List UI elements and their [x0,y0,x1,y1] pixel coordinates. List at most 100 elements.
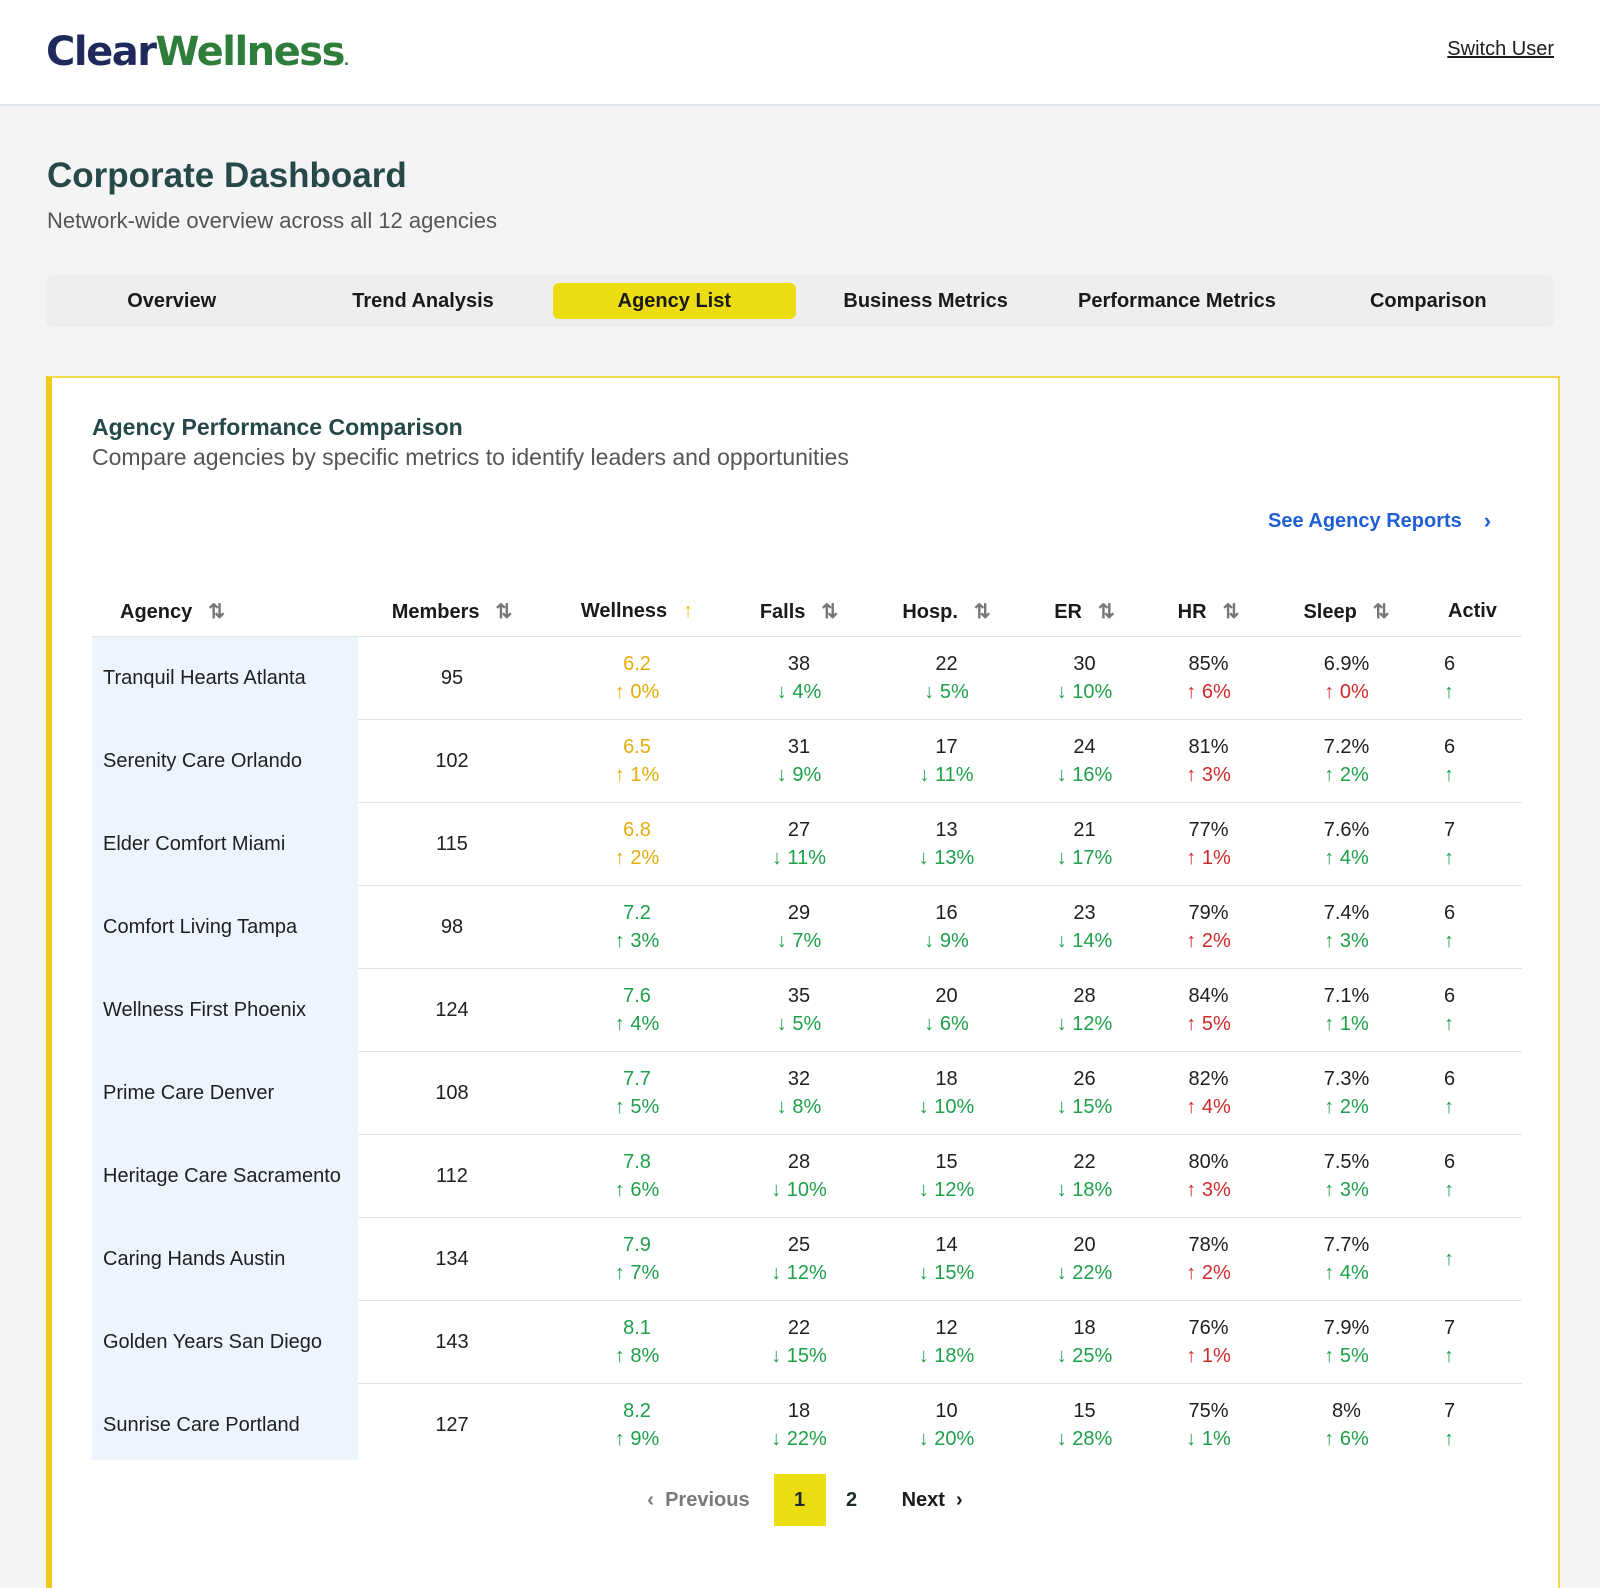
members-cell: 112 [358,1134,546,1218]
column-header-hr[interactable]: HR ⇅ [1146,586,1271,637]
wellness-cell: 6.2 ↑ 0% [546,636,728,720]
table-row[interactable]: Caring Hands Austin 134 7.9 ↑ 7% 25 ↓ 12% 14 ↓ … [92,1217,1522,1301]
logo-wellness: Wellness [155,29,345,75]
hr-change: ↑ 5% [1186,1013,1231,1035]
table-row[interactable]: Tranquil Hearts Atlanta 95 6.2 ↑ 0% 38 ↓ 4% 22… [92,636,1522,720]
activ-cell: 6 ↑ [1422,885,1522,969]
members-cell: 95 [358,636,546,720]
wellness-value: 6.2 [623,653,651,675]
agency-name-cell: Serenity Care Orlando [92,719,358,803]
column-header-agency[interactable]: Agency ⇅ [92,586,358,637]
tab-business-metrics[interactable]: Business Metrics [843,289,1008,312]
see-agency-reports-link[interactable]: See Agency Reports › [1268,508,1491,534]
activ-change: ↑ [1444,1345,1454,1367]
er-value: 30 [1073,653,1096,675]
column-header-hosp[interactable]: Hosp. ⇅ [870,586,1023,637]
wellness-value: 7.8 [623,1151,651,1173]
column-header-falls[interactable]: Falls ⇅ [728,586,870,637]
tab-performance-metrics[interactable]: Performance Metrics [1078,289,1276,312]
members-cell: 134 [358,1217,546,1301]
column-label: ER [1054,600,1083,623]
sort-icon: ⇅ [1098,600,1115,623]
page-subtitle: Network-wide overview across all 12 agen… [47,208,497,233]
column-header-members[interactable]: Members ⇅ [358,586,546,637]
hr-value: 77% [1188,819,1229,841]
activ-value: 6 [1444,653,1456,675]
falls-value: 18 [787,1400,811,1422]
wellness-change: ↑ 3% [614,930,660,952]
hr-cell: 75% ↓ 1% [1146,1383,1271,1460]
sleep-value: 7.1% [1323,985,1370,1007]
hr-value: 82% [1188,1068,1229,1090]
activ-cell: 7 ↑ [1422,1300,1522,1384]
sleep-value: 7.4% [1323,902,1370,924]
wellness-cell: 7.9 ↑ 7% [546,1217,728,1301]
sleep-cell: 7.6% ↑ 4% [1271,802,1422,886]
table-row[interactable]: Sunrise Care Portland 127 8.2 ↑ 9% 18 ↓ 22% 10… [92,1383,1522,1460]
table-row[interactable]: Wellness First Phoenix 124 7.6 ↑ 4% 35 ↓ 5% 20… [92,968,1522,1052]
falls-change: ↓ 15% [771,1345,827,1367]
hosp-cell: 14 ↓ 15% [870,1217,1023,1301]
wellness-change: ↑ 9% [614,1428,660,1450]
previous-page-button[interactable]: ‹ Previous [647,1489,749,1512]
wellness-cell: 6.8 ↑ 2% [546,802,728,886]
er-change: ↓ 10% [1056,681,1113,703]
table-row[interactable]: Prime Care Denver 108 7.7 ↑ 5% 32 ↓ 8% 18 ↓ 10%… [92,1051,1522,1135]
tab-agency-list[interactable]: Agency List [552,283,796,319]
switch-user-link[interactable]: Switch User [1447,38,1554,60]
activ-value: 7 [1444,1400,1456,1422]
hr-change: ↑ 4% [1186,1096,1231,1118]
activ-cell: 6 ↑ [1422,1134,1522,1218]
er-value: 21 [1073,819,1096,841]
falls-cell: 38 ↓ 4% [728,636,870,720]
table-row[interactable]: Comfort Living Tampa 98 7.2 ↑ 3% 29 ↓ 7% 16 ↓ 9… [92,885,1522,969]
column-header-er[interactable]: ER ⇅ [1023,586,1146,637]
table-row[interactable]: Golden Years San Diego 143 8.1 ↑ 8% 22 ↓ 15% 1… [92,1300,1522,1384]
wellness-cell: 8.1 ↑ 8% [546,1300,728,1384]
hr-value: 75% [1188,1400,1229,1422]
hosp-value: 22 [935,653,958,675]
column-header-wellness[interactable]: Wellness ↑ [546,586,728,637]
hosp-change: ↓ 10% [918,1096,975,1118]
table-row[interactable]: Heritage Care Sacramento 112 7.8 ↑ 6% 28 ↓ 10… [92,1134,1522,1218]
hosp-change: ↓ 6% [924,1013,969,1035]
er-change: ↓ 14% [1056,930,1113,952]
next-page-button[interactable]: Next › [902,1489,963,1512]
members-cell: 102 [358,719,546,803]
hosp-cell: 17 ↓ 11% [870,719,1023,803]
falls-value: 35 [787,985,811,1007]
table-row[interactable]: Serenity Care Orlando 102 6.5 ↑ 1% 31 ↓ 9% 17 ↓… [92,719,1522,803]
column-label: Agency [120,600,193,623]
falls-cell: 31 ↓ 9% [728,719,870,803]
agency-performance-card: Agency Performance Comparison Compare ag… [46,376,1560,1588]
tab-comparison[interactable]: Comparison [1369,289,1487,312]
sort-icon: ⇅ [495,600,513,623]
hr-cell: 79% ↑ 2% [1146,885,1271,969]
page-1-button[interactable]: 1 [773,1474,826,1526]
sleep-change: ↑ 6% [1324,1428,1369,1450]
page-title: Corporate Dashboard [47,156,407,195]
activ-value: 6 [1444,1151,1456,1173]
agency-table-scroll[interactable]: Agency ⇅ Members ⇅ Wellness ↑ Falls ⇅ Hosp. ⇅… [92,586,1522,1460]
sleep-value: 6.9% [1323,653,1370,675]
column-header-sleep[interactable]: Sleep ⇅ [1271,586,1422,637]
activ-change: ↑ [1444,1428,1454,1450]
activ-change: ↑ [1444,764,1454,786]
clearwellness-logo[interactable]: ClearWellness. [46,24,349,89]
sleep-cell: 7.5% ↑ 3% [1271,1134,1422,1218]
hr-cell: 84% ↑ 5% [1146,968,1271,1052]
falls-cell: 35 ↓ 5% [728,968,870,1052]
hosp-value: 17 [935,736,958,758]
sleep-value: 7.3% [1323,1068,1370,1090]
wellness-change: ↑ 8% [614,1345,660,1367]
activ-cell: ↑ [1422,1217,1522,1301]
page-2-button[interactable]: 2 [846,1488,858,1511]
er-change: ↓ 22% [1056,1262,1113,1284]
er-cell: 15 ↓ 28% [1023,1383,1146,1460]
column-header-activity[interactable]: Activ [1422,586,1522,637]
tab-trend-analysis[interactable]: Trend Analysis [352,289,494,312]
tab-overview[interactable]: Overview [127,289,217,312]
er-value: 22 [1073,1151,1096,1173]
table-row[interactable]: Elder Comfort Miami 115 6.8 ↑ 2% 27 ↓ 11% 13 ↓ … [92,802,1522,886]
activ-change: ↑ [1444,1248,1454,1270]
